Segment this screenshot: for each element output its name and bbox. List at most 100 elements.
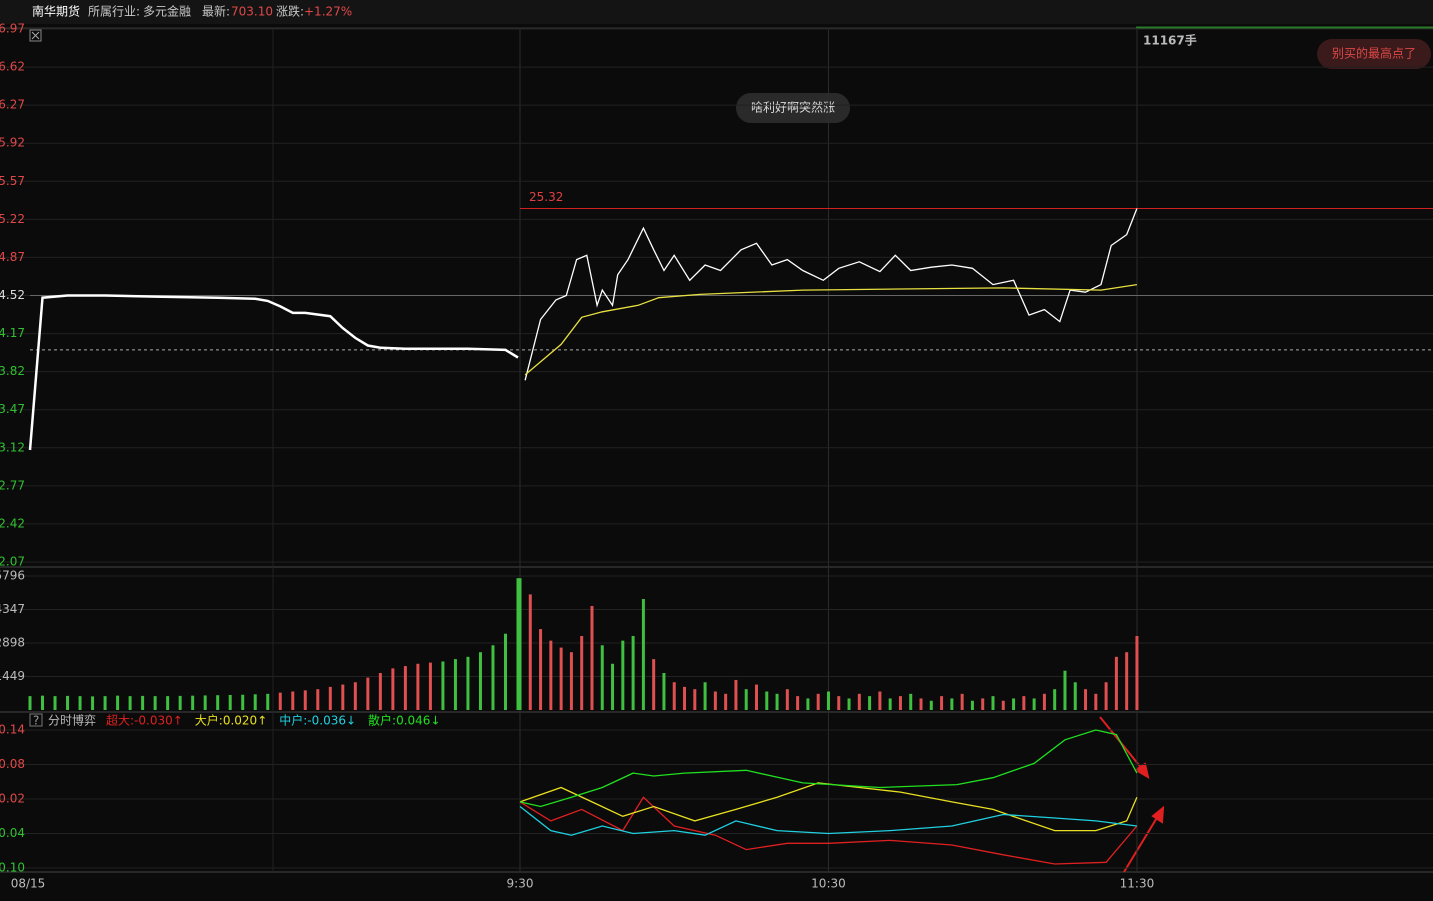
volume-bar bbox=[754, 684, 758, 710]
y-tick-label: 2898 bbox=[0, 636, 25, 650]
volume-bar bbox=[366, 677, 370, 710]
close-button[interactable] bbox=[29, 29, 42, 42]
legend-entry: 中户:-0.036↓ bbox=[279, 713, 356, 728]
series-line bbox=[519, 729, 1138, 808]
volume-bar bbox=[950, 698, 954, 710]
volume-bar bbox=[478, 652, 482, 710]
volume-bar bbox=[981, 698, 985, 710]
volume-bar bbox=[453, 659, 457, 710]
volume-bar bbox=[600, 645, 604, 710]
volume-bar bbox=[868, 696, 872, 710]
volume-bar bbox=[806, 698, 810, 710]
latest-price: 703.10 bbox=[231, 5, 273, 19]
volume-bar bbox=[266, 693, 270, 710]
volume-bar bbox=[66, 695, 70, 710]
volume-bar bbox=[1042, 693, 1046, 710]
volume-bar bbox=[960, 693, 964, 710]
volume-bar bbox=[178, 695, 182, 710]
volume-bar bbox=[940, 696, 944, 710]
legend-entry: 散户:0.046↓ bbox=[368, 713, 440, 728]
comment-bubble[interactable] bbox=[736, 93, 850, 123]
volume-bar bbox=[970, 700, 974, 710]
series-line bbox=[519, 782, 1138, 832]
volume-bar bbox=[826, 691, 830, 710]
volume-bar bbox=[816, 693, 820, 710]
volume-bar bbox=[611, 663, 615, 710]
volume-bar bbox=[580, 636, 584, 710]
x-tick-label: 9:30 bbox=[507, 877, 534, 891]
volume-bar bbox=[898, 696, 902, 710]
volume-bar bbox=[378, 673, 382, 710]
volume-bar bbox=[241, 694, 245, 710]
series-line bbox=[524, 208, 1138, 381]
volume-bar bbox=[53, 696, 57, 710]
volume-bar bbox=[683, 686, 687, 710]
y-tick-label: 5796 bbox=[0, 569, 25, 583]
volume-bar bbox=[1114, 656, 1118, 710]
volume-bar bbox=[128, 696, 132, 710]
volume-bar bbox=[491, 645, 495, 710]
volume-bar bbox=[631, 636, 635, 710]
volume-bar bbox=[216, 695, 220, 710]
volume-bar bbox=[919, 698, 923, 710]
volume-bar bbox=[837, 696, 841, 710]
x-tick-label: 11:30 bbox=[1120, 877, 1155, 891]
y-tick-label: -0.10 bbox=[0, 861, 25, 875]
volume-bar bbox=[153, 696, 157, 710]
volume-bar bbox=[228, 694, 232, 710]
latest-label: 最新: bbox=[202, 4, 230, 19]
series-line bbox=[519, 805, 1137, 836]
y-tick-label: 23.82 bbox=[0, 364, 25, 378]
volume-bar bbox=[1125, 652, 1129, 710]
y-tick-label: 22.07 bbox=[0, 555, 25, 569]
volume-bar bbox=[1022, 696, 1026, 710]
y-tick-label: 1449 bbox=[0, 669, 25, 683]
volume-bar bbox=[549, 640, 553, 710]
volume-bar bbox=[403, 666, 407, 710]
volume-bar bbox=[713, 691, 717, 710]
y-tick-label: 23.12 bbox=[0, 440, 25, 454]
volume-bar bbox=[28, 696, 32, 710]
volume-bar bbox=[503, 633, 507, 710]
y-tick-label: 24.17 bbox=[0, 326, 25, 340]
y-tick-label: 26.62 bbox=[0, 60, 25, 74]
change: +1.27% bbox=[304, 5, 352, 19]
volume-bar bbox=[353, 682, 357, 710]
volume-bar bbox=[641, 599, 645, 710]
volume-bar bbox=[303, 690, 307, 710]
stock-name: 南华期货 bbox=[32, 4, 80, 19]
volume-bar bbox=[775, 693, 779, 710]
volume-bar bbox=[621, 640, 625, 710]
volume-bar bbox=[391, 668, 395, 710]
volume-bar bbox=[590, 605, 594, 710]
volume-bar bbox=[191, 695, 195, 710]
volume-bar bbox=[203, 695, 207, 710]
volume-bar bbox=[518, 578, 522, 710]
volume-bar bbox=[888, 698, 892, 710]
header-bar bbox=[0, 0, 1433, 24]
volume-bar bbox=[559, 647, 563, 710]
volume-bar bbox=[652, 659, 656, 710]
volume-bar bbox=[103, 696, 107, 710]
volume-bar bbox=[1053, 689, 1057, 710]
volume-bar bbox=[528, 594, 532, 710]
y-tick-label: 26.97 bbox=[0, 22, 25, 36]
y-tick-label: 0.08 bbox=[0, 757, 25, 771]
volume-bar bbox=[41, 695, 45, 710]
y-tick-label: 23.47 bbox=[0, 402, 25, 416]
y-tick-label: 26.27 bbox=[0, 98, 25, 112]
y-tick-label: 0.14 bbox=[0, 723, 25, 737]
volume-bar bbox=[291, 691, 295, 710]
volume-bar bbox=[516, 578, 520, 710]
volume-bar bbox=[78, 696, 82, 710]
volume-bar bbox=[539, 629, 543, 710]
volume-bar bbox=[1104, 682, 1108, 710]
volume-bar bbox=[1073, 682, 1077, 710]
svg-text:?: ? bbox=[33, 714, 39, 728]
comment-bubble[interactable] bbox=[1317, 39, 1431, 69]
volume-bar bbox=[1063, 670, 1067, 710]
volume-bar bbox=[857, 693, 861, 710]
change-label: 涨跌: bbox=[276, 4, 304, 19]
